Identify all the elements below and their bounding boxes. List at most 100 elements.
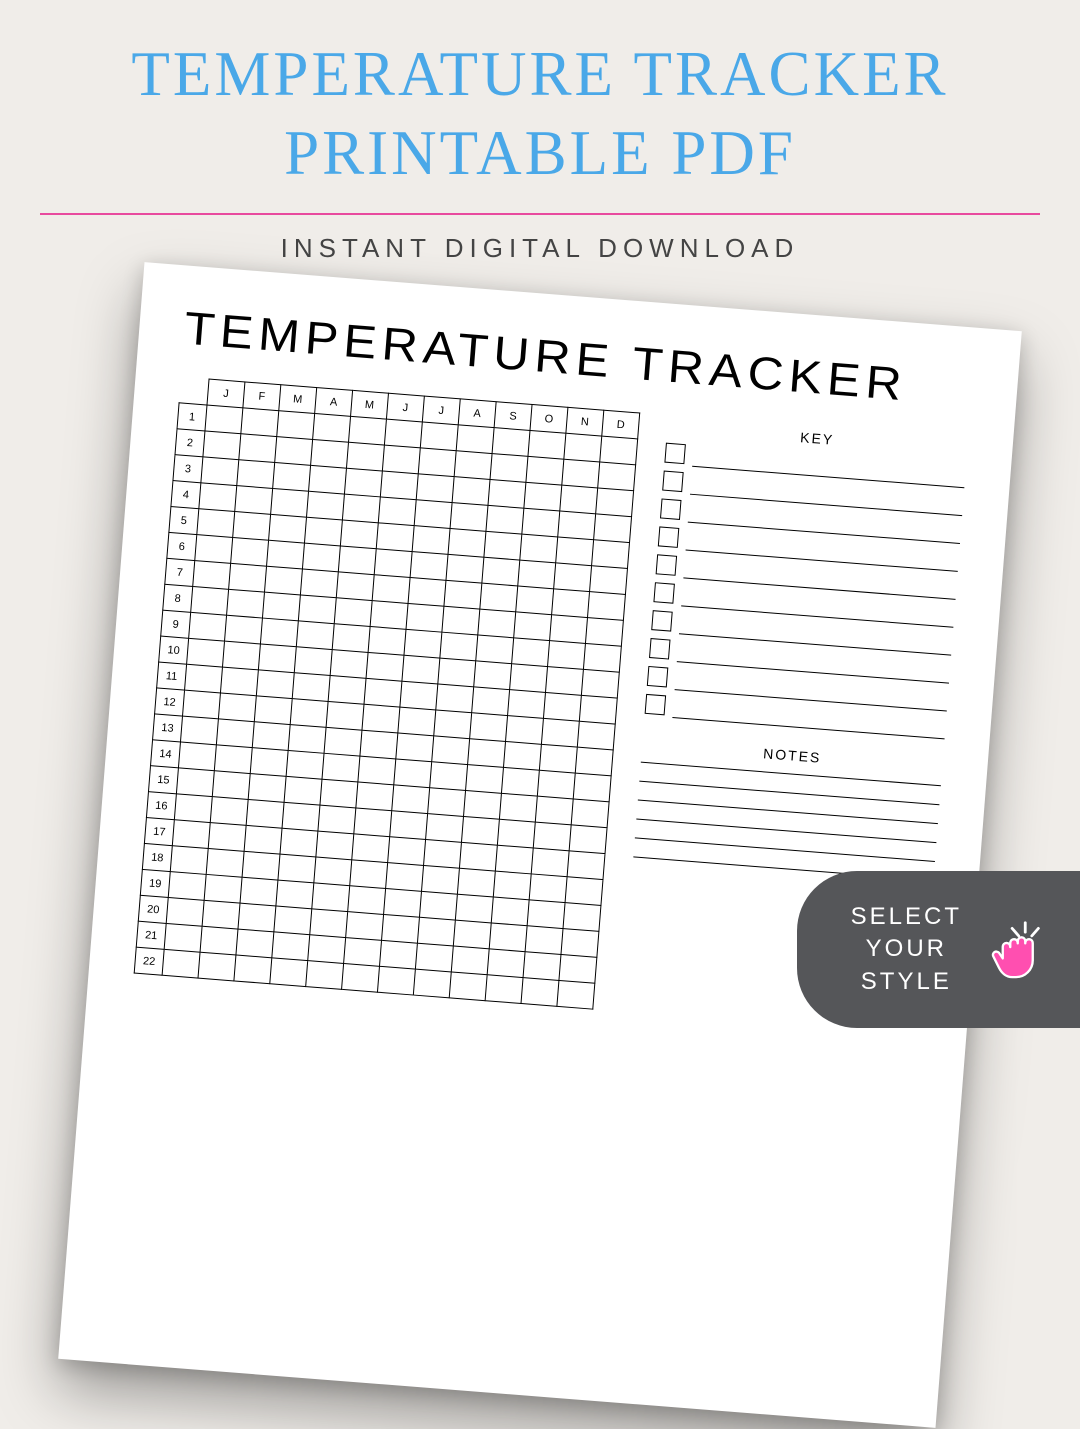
- tracker-cell: [212, 771, 250, 800]
- tracker-cell: [176, 768, 214, 797]
- tracker-cell: [384, 889, 422, 918]
- day-label: 3: [173, 455, 203, 483]
- tracker-cell: [455, 894, 493, 923]
- key-label-line: [672, 717, 944, 739]
- tracker-cell: [328, 676, 366, 705]
- tracker-cell: [197, 509, 235, 538]
- page-title: TEMPERATURE TRACKER PRINTABLE PDF: [40, 35, 1040, 193]
- cta-line-2: YOUR: [866, 935, 947, 962]
- tracker-cell: [254, 696, 292, 725]
- tracker-cell: [208, 823, 246, 852]
- day-label: 17: [144, 818, 174, 846]
- tracker-cell: [246, 799, 284, 828]
- tracker-cell: [557, 980, 595, 1009]
- tracker-cell: [490, 454, 528, 483]
- tracker-cell: [294, 647, 332, 676]
- tracker-cell: [459, 842, 497, 871]
- tracker-cell: [290, 699, 328, 728]
- tracker-cell: [168, 872, 206, 901]
- note-line: [636, 818, 936, 843]
- tracker-cell: [438, 658, 476, 687]
- tracker-cell: [456, 425, 494, 454]
- tracker-cell: [406, 603, 444, 632]
- tracker-cell: [236, 929, 274, 958]
- tracker-cell: [206, 848, 244, 877]
- day-label: 5: [169, 506, 199, 534]
- tracker-cell: [529, 874, 567, 903]
- tracker-cell: [382, 445, 420, 474]
- tracker-cell: [486, 505, 524, 534]
- day-label: 20: [138, 895, 168, 923]
- key-color-box: [662, 471, 684, 493]
- tracker-cell: [499, 793, 537, 822]
- tracker-cell: [270, 958, 308, 987]
- tracker-cell: [316, 831, 354, 860]
- tracker-cell: [587, 592, 625, 621]
- tracker-cell: [318, 805, 356, 834]
- select-style-button[interactable]: SELECT YOUR STYLE: [797, 871, 1080, 1028]
- tracker-cell: [575, 747, 613, 776]
- month-header: M: [351, 390, 389, 419]
- tracker-cell: [296, 621, 334, 650]
- tracker-cell: [569, 825, 607, 854]
- tracker-cell: [326, 701, 364, 730]
- tracker-cell: [248, 774, 286, 803]
- tracker-cell: [185, 664, 223, 693]
- tracker-cell: [298, 595, 336, 624]
- tracker-cell: [480, 583, 518, 612]
- tracker-cell: [286, 750, 324, 779]
- tracker-cell: [162, 949, 200, 978]
- tracker-cell: [434, 710, 472, 739]
- tracker-cell: [267, 540, 305, 569]
- tracker-cell: [408, 577, 446, 606]
- tracker-cell: [340, 520, 378, 549]
- tracker-cell: [262, 592, 300, 621]
- pointer-click-icon: [984, 919, 1044, 979]
- tracker-cell: [521, 978, 559, 1007]
- tracker-cell: [531, 848, 569, 877]
- tracker-cell: [466, 765, 504, 794]
- tracker-cell: [195, 535, 233, 564]
- tracker-cell: [250, 748, 288, 777]
- tracker-cell: [342, 963, 380, 992]
- key-color-box: [664, 443, 686, 465]
- tracker-cell: [269, 514, 307, 543]
- tracker-cell: [372, 575, 410, 604]
- tracker-cell: [485, 975, 523, 1004]
- tracker-cell: [187, 638, 225, 667]
- tracker-cell: [501, 767, 539, 796]
- title-line-1: TEMPERATURE TRACKER: [131, 39, 948, 109]
- tracker-cell: [366, 652, 404, 681]
- day-label: 13: [153, 714, 183, 742]
- tracker-cell: [222, 641, 260, 670]
- tracker-cell: [560, 485, 598, 514]
- tracker-cell: [417, 917, 455, 946]
- tracker-cell: [198, 952, 236, 981]
- tracker-cell: [382, 914, 420, 943]
- tracker-cell: [260, 618, 298, 647]
- tracker-cell: [424, 840, 462, 869]
- tracker-cell: [358, 756, 396, 785]
- tracker-cell: [525, 926, 563, 955]
- tracker-cell: [210, 797, 248, 826]
- tracker-cell: [402, 655, 440, 684]
- tracker-cell: [313, 413, 351, 442]
- tracker-cell: [493, 871, 531, 900]
- tracker-cell: [470, 713, 508, 742]
- tracker-cell: [164, 923, 202, 952]
- tracker-cell: [302, 543, 340, 572]
- tracker-cell: [436, 684, 474, 713]
- tracker-cell: [390, 811, 428, 840]
- tracker-cell: [288, 725, 326, 754]
- tracker-cell: [364, 678, 402, 707]
- tracker-cell: [506, 716, 544, 745]
- tracker-cell: [421, 865, 459, 894]
- month-header: S: [494, 402, 532, 431]
- tracker-cell: [205, 405, 243, 434]
- tracker-cell: [446, 554, 484, 583]
- tracker-cell: [178, 742, 216, 771]
- tracker-cell: [348, 886, 386, 915]
- tracker-cell: [453, 920, 491, 949]
- tracker-cell: [585, 618, 623, 647]
- cta-label: SELECT YOUR STYLE: [851, 901, 962, 998]
